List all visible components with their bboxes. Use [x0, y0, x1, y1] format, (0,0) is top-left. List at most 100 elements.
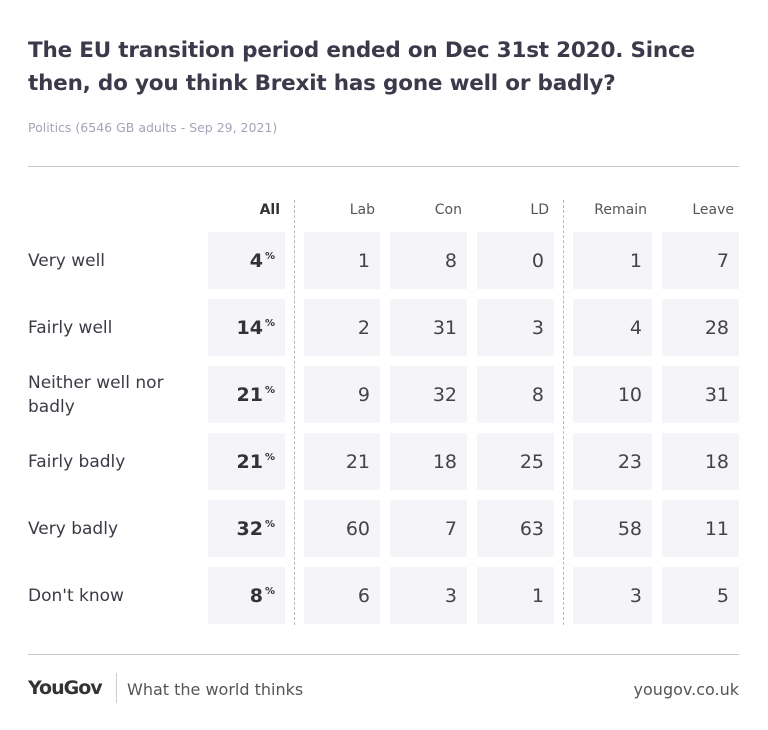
cell-value: 21: [345, 450, 370, 473]
cell-value: 28: [704, 316, 729, 339]
cell-all: 8%: [208, 567, 285, 624]
cell-value: 8: [531, 383, 544, 406]
row-label: Neither well nor badly: [28, 372, 164, 417]
table-cell: 8: [477, 366, 554, 423]
cell-value: 14: [236, 316, 263, 339]
table-cell: 11: [662, 500, 739, 557]
row-label: Fairly well: [28, 317, 113, 338]
cell-value: 8: [249, 584, 263, 607]
cell-value: 18: [432, 450, 457, 473]
table-cell: 0: [477, 232, 554, 289]
cell-value: 0: [531, 249, 544, 272]
cell-value: 10: [617, 383, 642, 406]
table-cell: 31: [390, 299, 467, 356]
cell-value: 31: [704, 383, 729, 406]
column-header: LD: [530, 202, 549, 218]
percent-unit: %: [264, 251, 275, 262]
cell-value: 8: [444, 249, 457, 272]
cell-value: 60: [345, 517, 370, 540]
table-cell: 2: [304, 299, 380, 356]
footer-tagline: What the world thinks: [127, 680, 304, 699]
table-cell: 28: [662, 299, 739, 356]
yougov-logo: YouGov: [28, 677, 103, 699]
table-cell: 25: [477, 433, 554, 490]
row-label: Very well: [28, 250, 106, 271]
percent-unit: %: [264, 385, 275, 396]
column-header: Lab: [349, 202, 375, 218]
cell-value: 11: [704, 517, 729, 540]
cell-value: 3: [531, 316, 544, 339]
cell-value: 1: [531, 584, 544, 607]
table-cell: 9: [304, 366, 380, 423]
column-header: All: [259, 202, 280, 218]
table-cell: 1: [573, 232, 652, 289]
cell-value: 1: [629, 249, 642, 272]
table-cell: 1: [304, 232, 380, 289]
cell-value: 6: [357, 584, 370, 607]
bottom-divider: [28, 654, 739, 655]
table-cell: 21: [304, 433, 380, 490]
cell-value: 4: [629, 316, 642, 339]
row-label: Don't know: [28, 585, 124, 606]
table-cell: 18: [662, 433, 739, 490]
cell-all: 4%: [208, 232, 285, 289]
table-cell: 6: [304, 567, 380, 624]
cell-value: 21: [236, 383, 263, 406]
table-cell: 3: [573, 567, 652, 624]
cell-value: 23: [617, 450, 642, 473]
cell-value: 21: [236, 450, 263, 473]
cell-value: 1: [357, 249, 370, 272]
percent-unit: %: [264, 318, 275, 329]
cell-value: 58: [617, 517, 642, 540]
row-label: Fairly badly: [28, 451, 126, 472]
column-divider: [294, 200, 295, 625]
cell-value: 32: [236, 517, 263, 540]
column-header: Leave: [692, 202, 734, 218]
table-cell: 4: [573, 299, 652, 356]
cell-value: 7: [716, 249, 729, 272]
cell-all: 21%: [208, 433, 285, 490]
percent-unit: %: [264, 586, 275, 597]
cell-all: 21%: [208, 366, 285, 423]
table-cell: 3: [390, 567, 467, 624]
footer-url[interactable]: yougov.co.uk: [633, 680, 739, 699]
table-cell: 23: [573, 433, 652, 490]
cell-value: 3: [444, 584, 457, 607]
cell-value: 5: [716, 584, 729, 607]
percent-unit: %: [264, 452, 275, 463]
column-header: Con: [434, 202, 462, 218]
table-cell: 5: [662, 567, 739, 624]
table-cell: 63: [477, 500, 554, 557]
cell-value: 4: [249, 249, 263, 272]
cell-value: 18: [704, 450, 729, 473]
table-cell: 60: [304, 500, 380, 557]
cell-value: 2: [357, 316, 370, 339]
table-cell: 58: [573, 500, 652, 557]
table-cell: 7: [390, 500, 467, 557]
row-label: Very badly: [28, 518, 119, 539]
table-cell: 10: [573, 366, 652, 423]
footer-separator: [116, 673, 117, 703]
chart-title: The EU transition period ended on Dec 31…: [28, 38, 695, 96]
percent-unit: %: [264, 519, 275, 530]
cell-all: 32%: [208, 500, 285, 557]
cell-all: 14%: [208, 299, 285, 356]
table-cell: 7: [662, 232, 739, 289]
table-cell: 1: [477, 567, 554, 624]
cell-value: 25: [519, 450, 544, 473]
table-cell: 8: [390, 232, 467, 289]
column-header: Remain: [594, 202, 647, 218]
cell-value: 7: [444, 517, 457, 540]
cell-value: 9: [357, 383, 370, 406]
cell-value: 3: [629, 584, 642, 607]
cell-value: 32: [432, 383, 457, 406]
cell-value: 63: [519, 517, 544, 540]
chart-subtitle: Politics (6546 GB adults - Sep 29, 2021): [28, 120, 278, 135]
table-cell: 3: [477, 299, 554, 356]
cell-value: 31: [432, 316, 457, 339]
table-cell: 31: [662, 366, 739, 423]
table-cell: 18: [390, 433, 467, 490]
column-divider: [563, 200, 564, 625]
table-cell: 32: [390, 366, 467, 423]
